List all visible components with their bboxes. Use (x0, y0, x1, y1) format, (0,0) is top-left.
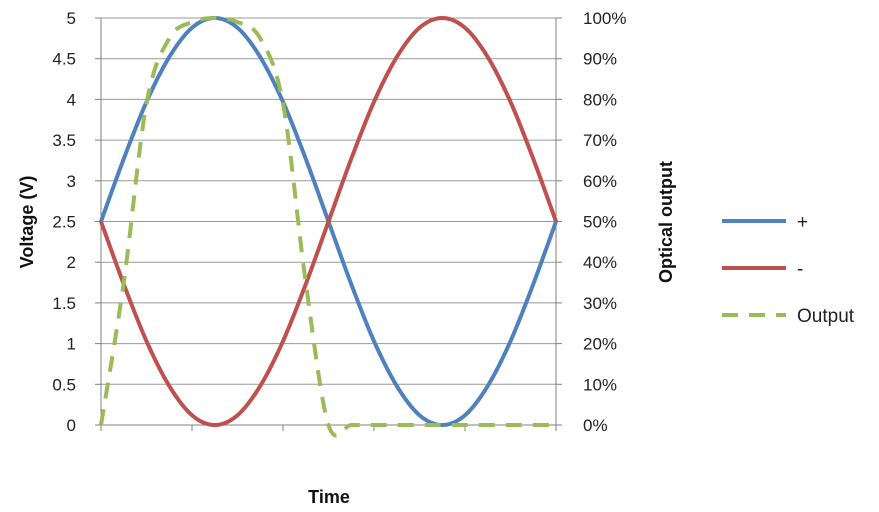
y2-tick-label: 10% (583, 375, 617, 394)
y-tick-label: 1 (67, 335, 76, 354)
y2-tick-label: 20% (583, 335, 617, 354)
series-lines (99, 16, 558, 438)
y2-tick-label: 100% (583, 9, 626, 28)
legend: + - Output (722, 212, 855, 327)
y-tick-label: 0.5 (52, 375, 76, 394)
y2-tick-label: 90% (583, 50, 617, 69)
legend-label: + (797, 212, 808, 233)
y2-axis-title: Optical output (656, 161, 676, 283)
y2-tick-label: 30% (583, 294, 617, 313)
y2-tick-label: 50% (583, 213, 617, 232)
y-tick-label: 4 (67, 90, 76, 109)
y2-tick-label: 70% (583, 131, 617, 150)
y-tick-label: 3.5 (52, 131, 76, 150)
y-tick-label: 0 (67, 416, 76, 435)
y-tick-label: 4.5 (52, 50, 76, 69)
y-tick-label: 5 (67, 9, 76, 28)
y2-tick-label: 80% (583, 90, 617, 109)
gridlines (101, 17, 556, 385)
y2-tick-label: 0% (583, 416, 608, 435)
y2-tick-label: 40% (583, 253, 617, 272)
legend-label: - (797, 259, 803, 280)
y2-tick-label: 60% (583, 172, 617, 191)
y-tick-label: 2.5 (52, 213, 76, 232)
y-tick-label: 1.5 (52, 294, 76, 313)
x-axis-title: Time (308, 487, 350, 507)
y-axis-ticks: 0 0.5 1 1.5 2 2.5 3 3.5 4 4.5 5 (52, 9, 101, 435)
y-tick-label: 3 (67, 172, 76, 191)
y2-axis-ticks: 0% 10% 20% 30% 40% 50% 60% 70% 80% 90% 100% (556, 9, 626, 435)
y-tick-label: 2 (67, 253, 76, 272)
legend-label: Output (797, 306, 855, 327)
series-line-1 (99, 16, 558, 427)
y-axis-title: Voltage (V) (17, 176, 37, 269)
